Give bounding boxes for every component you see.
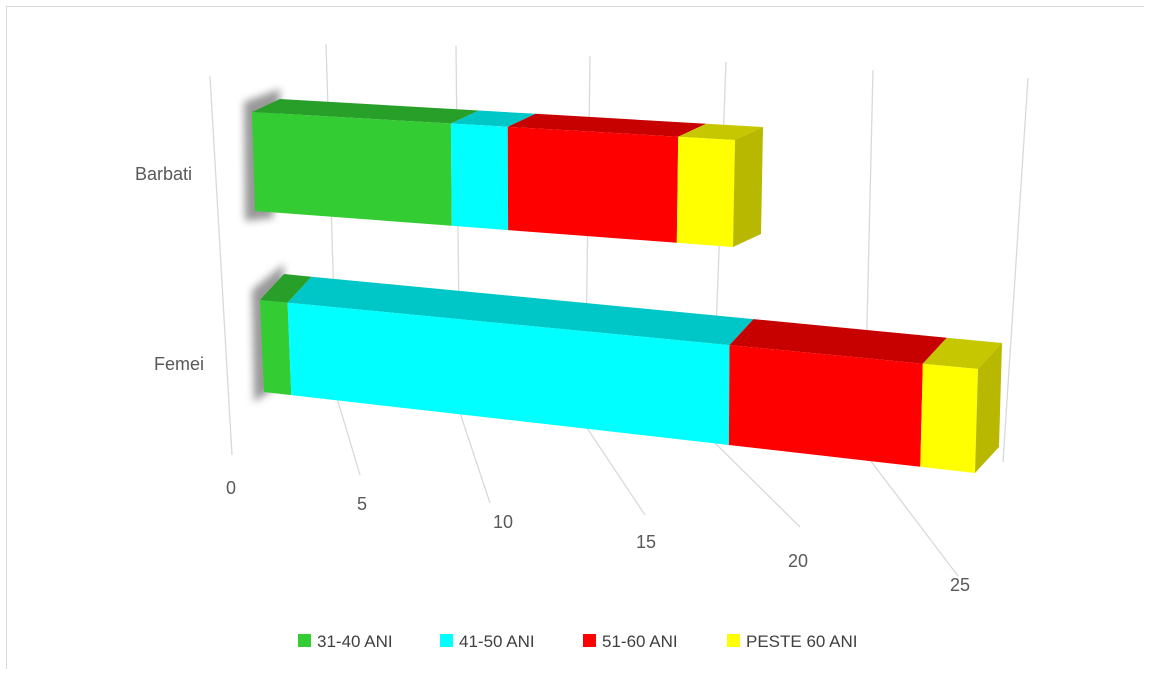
- bar-femei-peste-60-ani-side: [975, 343, 1002, 473]
- bar-barbati-41-50-ani-top: [450, 110, 536, 127]
- bar-barbati-31-40-ani-top: [252, 99, 479, 124]
- legend-swatch: [440, 634, 453, 647]
- legend-item-peste-60-ani[interactable]: PESTE 60 ANI: [727, 632, 858, 651]
- category-label-barbati: Barbati: [135, 164, 192, 184]
- bar-barbati-41-50-ani: [450, 123, 509, 231]
- bar-barbati-51-60-ani-top: [507, 113, 707, 137]
- bar-femei-31-40-ani: [260, 300, 292, 396]
- legend-item-31-40-ani[interactable]: 31-40 ANI: [298, 632, 393, 651]
- legend[interactable]: 31-40 ANI 41-50 ANI 51-60 ANI PESTE 60 ANI: [298, 632, 858, 651]
- bar-barbati-31-40-ani: [252, 112, 452, 226]
- x-tick-label: 10: [493, 512, 513, 532]
- floor-gridline: [336, 397, 361, 476]
- floor-gridline: [863, 451, 959, 577]
- bar-femei-51-60-ani: [728, 345, 923, 467]
- gridline: [209, 75, 233, 456]
- bar-barbati-peste-60-ani: [676, 136, 735, 247]
- legend-label: 31-40 ANI: [317, 632, 393, 651]
- bar-femei-51-60-ani-top: [729, 319, 947, 364]
- legend-label: 51-60 ANI: [602, 632, 678, 651]
- category-label-femei: Femei: [154, 354, 204, 374]
- floor-gridline: [584, 424, 646, 516]
- bar-femei-31-40-ani-top: [260, 274, 312, 303]
- legend-swatch: [583, 634, 596, 647]
- x-tick-label: 5: [357, 494, 367, 514]
- bar-barbati-51-60-ani: [507, 126, 679, 243]
- legend-label: PESTE 60 ANI: [746, 632, 858, 651]
- x-tick-label: 15: [636, 532, 656, 552]
- x-tick-label: 25: [950, 575, 970, 595]
- axis-labels: Barbati Femei 0 5 10 15 20 25: [135, 164, 970, 595]
- x-tick-label: 0: [226, 478, 236, 498]
- bar-femei-41-50-ani-top: [287, 276, 754, 346]
- legend-swatch: [298, 634, 311, 647]
- bar-femei-41-50-ani: [287, 302, 730, 445]
- bar-femei-peste-60-ani: [920, 363, 978, 473]
- bar-femei-peste-60-ani-top: [922, 337, 1002, 369]
- legend-label: 41-50 ANI: [459, 632, 535, 651]
- x-tick-label: 20: [788, 551, 808, 571]
- legend-swatch: [727, 634, 740, 647]
- legend-item-51-60-ani[interactable]: 51-60 ANI: [583, 632, 678, 651]
- floor-gridline: [711, 439, 801, 528]
- bar-barbati-peste-60-ani-side: [733, 127, 763, 247]
- bars: [244, 89, 1002, 473]
- floor-gridline: [459, 412, 491, 504]
- gridline: [1002, 77, 1029, 463]
- bar-barbati-peste-60-ani-top: [678, 123, 763, 140]
- legend-item-41-50-ani[interactable]: 41-50 ANI: [440, 632, 535, 651]
